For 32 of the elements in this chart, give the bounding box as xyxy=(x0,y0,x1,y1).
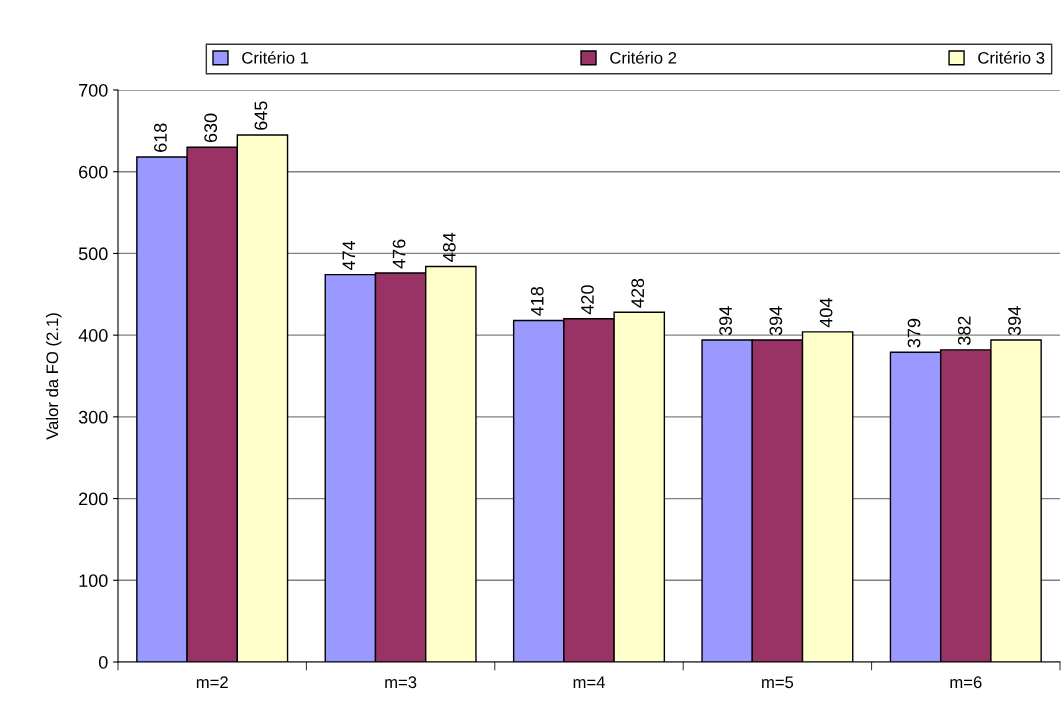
legend-label: Critério 1 xyxy=(242,51,309,64)
x-tick-label: m=2 xyxy=(196,676,228,688)
data-label: 394 xyxy=(1008,306,1021,336)
data-label: 618 xyxy=(154,123,167,152)
data-label: 476 xyxy=(392,239,406,269)
data-label: 418 xyxy=(530,286,544,316)
y-tick-label: 500 xyxy=(78,247,108,261)
data-label: 394 xyxy=(719,306,733,336)
y-tick-label: 0 xyxy=(98,655,108,669)
y-tick-label: 200 xyxy=(79,492,108,506)
x-tick-label: m=4 xyxy=(573,676,605,688)
x-tick-label: m=6 xyxy=(950,676,982,689)
y-tick-label: 300 xyxy=(78,410,108,424)
data-label: 379 xyxy=(907,318,921,348)
x-tick-label: m=5 xyxy=(762,676,794,689)
x-tick-label: m=3 xyxy=(385,676,417,689)
y-tick-label: 700 xyxy=(79,83,108,97)
y-axis-title: Valor da FO (2.1) xyxy=(45,313,62,440)
y-tick-label: 400 xyxy=(78,329,108,342)
data-label: 420 xyxy=(581,285,594,315)
data-label: 428 xyxy=(631,278,645,308)
data-label: 394 xyxy=(769,306,783,336)
data-label: 484 xyxy=(442,232,456,262)
legend-label: Critério 3 xyxy=(978,51,1045,64)
data-label: 404 xyxy=(819,298,833,328)
y-tick-label: 600 xyxy=(79,165,108,179)
data-label: 382 xyxy=(957,316,971,345)
data-label: 474 xyxy=(342,240,356,271)
legend-label: Critério 2 xyxy=(610,51,677,64)
y-tick-label: 100 xyxy=(79,574,108,588)
data-label: 630 xyxy=(204,113,218,143)
data-label: 645 xyxy=(254,101,268,130)
